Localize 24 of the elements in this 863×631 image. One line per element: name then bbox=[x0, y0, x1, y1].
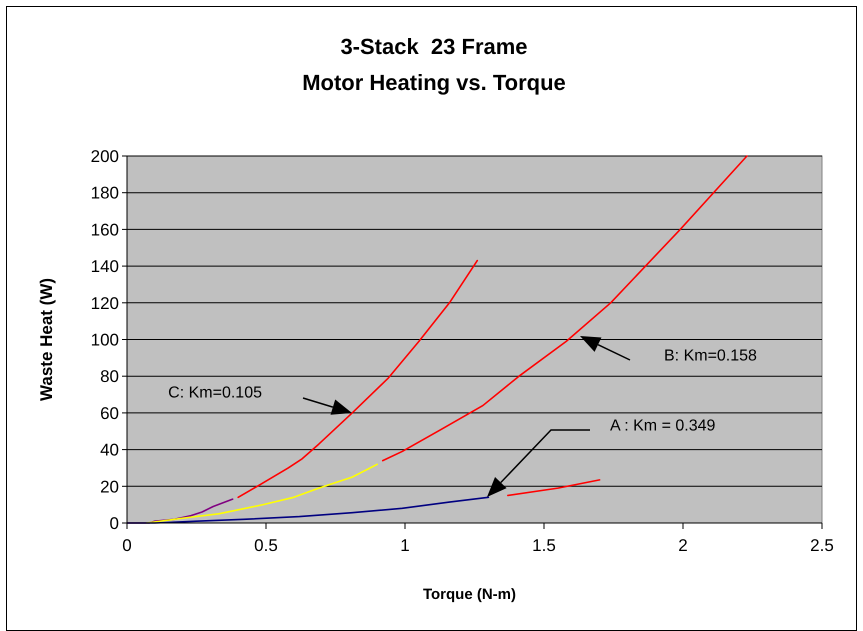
y-tick-label: 200 bbox=[90, 146, 119, 166]
annotation: A : Km = 0.349 bbox=[610, 418, 716, 435]
x-tick-label: 1 bbox=[400, 536, 410, 555]
x-tick-label: 2 bbox=[678, 536, 688, 555]
chart-subtitle: Motor Heating vs. Torque bbox=[302, 70, 566, 95]
y-tick-label: 60 bbox=[100, 404, 119, 423]
y-tick-label: 120 bbox=[90, 294, 119, 313]
x-axis-title: Torque (N-m) bbox=[422, 586, 516, 603]
y-tick-label: 40 bbox=[100, 440, 119, 460]
chart-title: 3-Stack 23 Frame bbox=[340, 34, 528, 59]
y-tick-label: 100 bbox=[90, 330, 119, 350]
annotation: C: Km=0.105 bbox=[168, 384, 262, 402]
y-tick-label: 180 bbox=[90, 184, 119, 203]
annotation: B: Km=0.158 bbox=[664, 348, 758, 365]
x-tick-label: 0 bbox=[122, 536, 132, 555]
y-tick-label: 20 bbox=[100, 477, 119, 496]
y-axis-title: Waste Heat (W) bbox=[37, 278, 56, 402]
x-tick-label: 0.5 bbox=[254, 536, 278, 555]
x-tick-label: 2.5 bbox=[810, 536, 834, 555]
y-tick-label: 140 bbox=[90, 257, 119, 276]
y-tick-label: 80 bbox=[100, 367, 119, 386]
y-tick-label: 160 bbox=[90, 220, 119, 240]
x-tick-label: 1.5 bbox=[532, 536, 556, 555]
y-tick-label: 0 bbox=[110, 514, 119, 533]
